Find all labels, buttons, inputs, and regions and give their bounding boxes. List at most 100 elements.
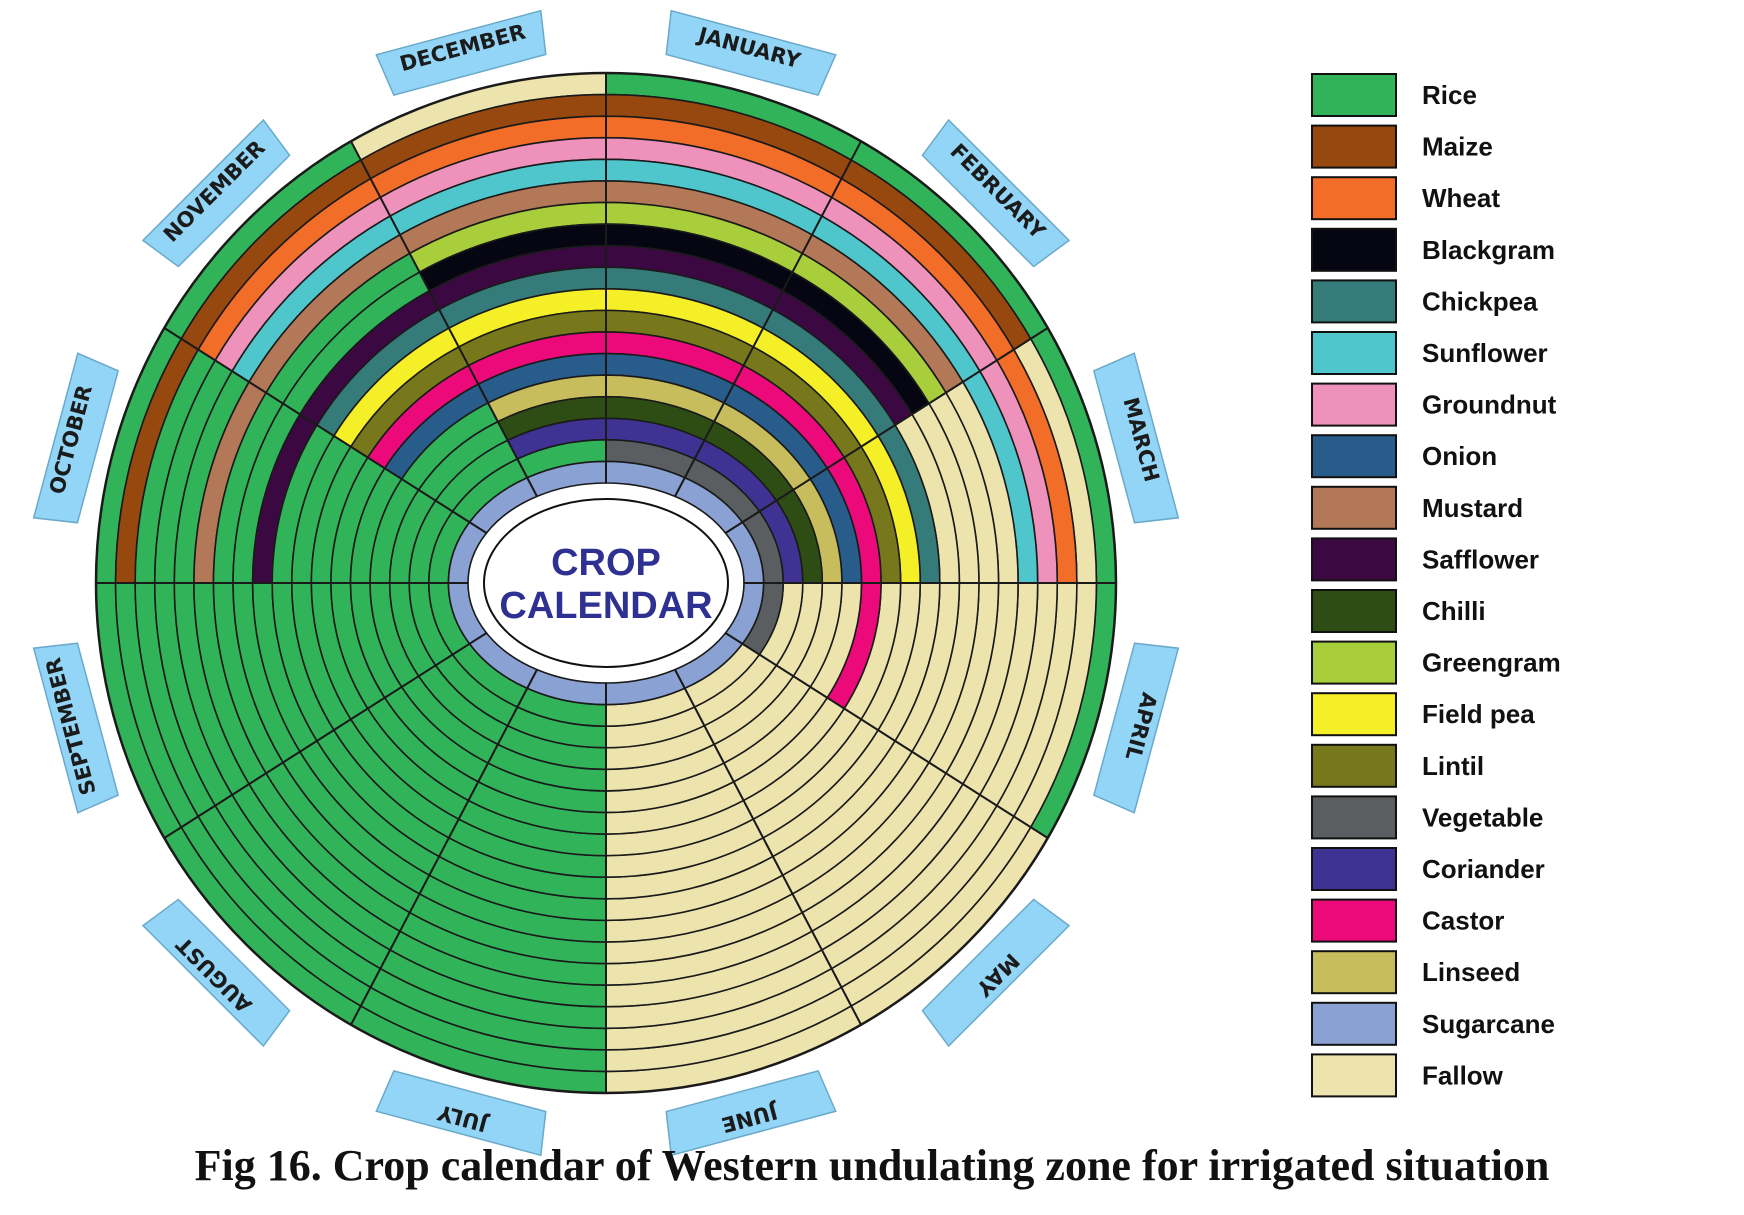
outer-border — [94, 71, 1118, 1095]
legend-item-chilli: Chilli — [1311, 589, 1486, 633]
month-dividers — [94, 71, 1118, 1095]
month-tab-shape — [141, 118, 291, 268]
legend-swatch — [1311, 898, 1397, 943]
month-divider — [350, 140, 538, 497]
ring-16 — [388, 395, 824, 771]
center-ellipse — [483, 498, 729, 668]
month-divider — [724, 327, 1049, 534]
ring-12 — [310, 309, 902, 857]
legend-label: Coriander — [1422, 854, 1545, 884]
month-divider — [674, 140, 862, 497]
legend-swatch — [1311, 847, 1397, 891]
legend-label: Blackgram — [1422, 235, 1555, 265]
legend-label: Sunflower — [1422, 338, 1548, 368]
legend-label: Field pea — [1422, 699, 1535, 729]
legend-swatch — [1311, 537, 1397, 582]
legend-item-greengram: Greengram — [1311, 640, 1561, 685]
month-tab-june: JUNE — [665, 1069, 837, 1157]
legend-item-linseed: Linseed — [1311, 950, 1520, 995]
legend-swatch — [1311, 227, 1397, 272]
legend-swatch — [1311, 176, 1397, 221]
legend-swatch — [1311, 124, 1397, 169]
legend-item-rice: Rice — [1311, 73, 1477, 117]
legend-item-chickpea: Chickpea — [1311, 279, 1538, 324]
ring-6 — [193, 180, 1019, 986]
month-tab-shape — [921, 118, 1071, 268]
ring-13 — [330, 331, 882, 835]
legend-label: Castor — [1422, 906, 1504, 936]
legend-swatch — [1311, 692, 1397, 737]
legend-swatch — [1311, 950, 1397, 995]
legend-item-blackgram: Blackgram — [1311, 227, 1555, 272]
ring-15 — [369, 374, 843, 792]
legend-item-sunflower: Sunflower — [1311, 331, 1548, 375]
legend-swatch — [1311, 743, 1397, 788]
legend-label: Chilli — [1422, 596, 1486, 626]
legend-label: Fallow — [1422, 1060, 1504, 1090]
month-tab-shape — [375, 9, 547, 97]
legend-swatch — [1311, 1001, 1397, 1046]
legend-swatch — [1311, 331, 1397, 375]
month-tab-shape — [665, 1069, 837, 1157]
legend-item-maize: Maize — [1311, 124, 1493, 169]
legend-swatch — [1311, 382, 1397, 427]
legend-label: Groundnut — [1422, 390, 1557, 420]
legend-swatch — [1311, 1053, 1397, 1098]
legend-label: Lintil — [1422, 751, 1484, 781]
month-tab-april: APRIL — [1092, 642, 1180, 814]
crop-rings — [95, 72, 1117, 1094]
center-hub: CROP CALENDAR — [483, 498, 729, 668]
legend-item-mustard: Mustard — [1311, 485, 1523, 530]
legend-item-castor: Castor — [1311, 898, 1504, 943]
legend-item-field-pea: Field pea — [1311, 692, 1535, 737]
legend-label: Maize — [1422, 132, 1493, 162]
month-tab-shape — [1092, 352, 1180, 524]
legend-swatch — [1311, 640, 1397, 685]
month-divider — [674, 669, 862, 1026]
legend-swatch — [1311, 589, 1397, 633]
month-divider — [350, 669, 538, 1026]
legend-item-wheat: Wheat — [1311, 176, 1500, 221]
month-tab-shape — [375, 1069, 547, 1157]
ring-2 — [114, 93, 1098, 1073]
legend-label: Rice — [1422, 80, 1477, 110]
legend-label: Sugarcane — [1422, 1009, 1555, 1039]
legend-item-groundnut: Groundnut — [1311, 382, 1557, 427]
month-tab-march: MARCH — [1092, 352, 1180, 524]
legend-label: Linseed — [1422, 957, 1520, 987]
legend-label: Greengram — [1422, 648, 1561, 678]
legend-item-lintil: Lintil — [1311, 743, 1484, 788]
month-tab-shape — [1092, 642, 1180, 814]
legend-label: Safflower — [1422, 544, 1539, 574]
month-divider — [163, 327, 488, 534]
legend: Rice Maize Wheat Blackgram Chickpea Sunflower… — [1311, 73, 1561, 1098]
center-label-line-2: CALENDAR — [499, 585, 712, 627]
legend-label: Onion — [1422, 441, 1497, 471]
legend-label: Chickpea — [1422, 286, 1538, 316]
ring-14 — [349, 352, 863, 814]
legend-swatch — [1311, 73, 1397, 117]
center-label-line-1: CROP — [551, 542, 661, 584]
legend-item-coriander: Coriander — [1311, 847, 1545, 891]
legend-swatch — [1311, 485, 1397, 530]
legend-item-vegetable: Vegetable — [1311, 795, 1543, 840]
legend-label: Wheat — [1422, 183, 1500, 213]
month-tab-shape — [32, 352, 120, 524]
legend-item-sugarcane: Sugarcane — [1311, 1001, 1555, 1046]
legend-swatch — [1311, 279, 1397, 324]
month-tab-shape — [32, 642, 120, 814]
month-tab-shape — [141, 898, 291, 1048]
month-divider — [724, 632, 1049, 839]
legend-swatch — [1311, 434, 1397, 479]
month-tab-shape — [921, 898, 1071, 1048]
legend-label: Mustard — [1422, 493, 1523, 523]
legend-item-onion: Onion — [1311, 434, 1497, 479]
legend-item-safflower: Safflower — [1311, 537, 1539, 582]
month-tab-shape — [665, 9, 837, 97]
legend-label: Vegetable — [1422, 802, 1543, 832]
legend-item-fallow: Fallow — [1311, 1053, 1504, 1098]
figure-caption: Fig 16. Crop calendar of Western undulat… — [194, 1141, 1550, 1190]
month-divider — [163, 632, 488, 839]
ring-19 — [447, 460, 765, 706]
